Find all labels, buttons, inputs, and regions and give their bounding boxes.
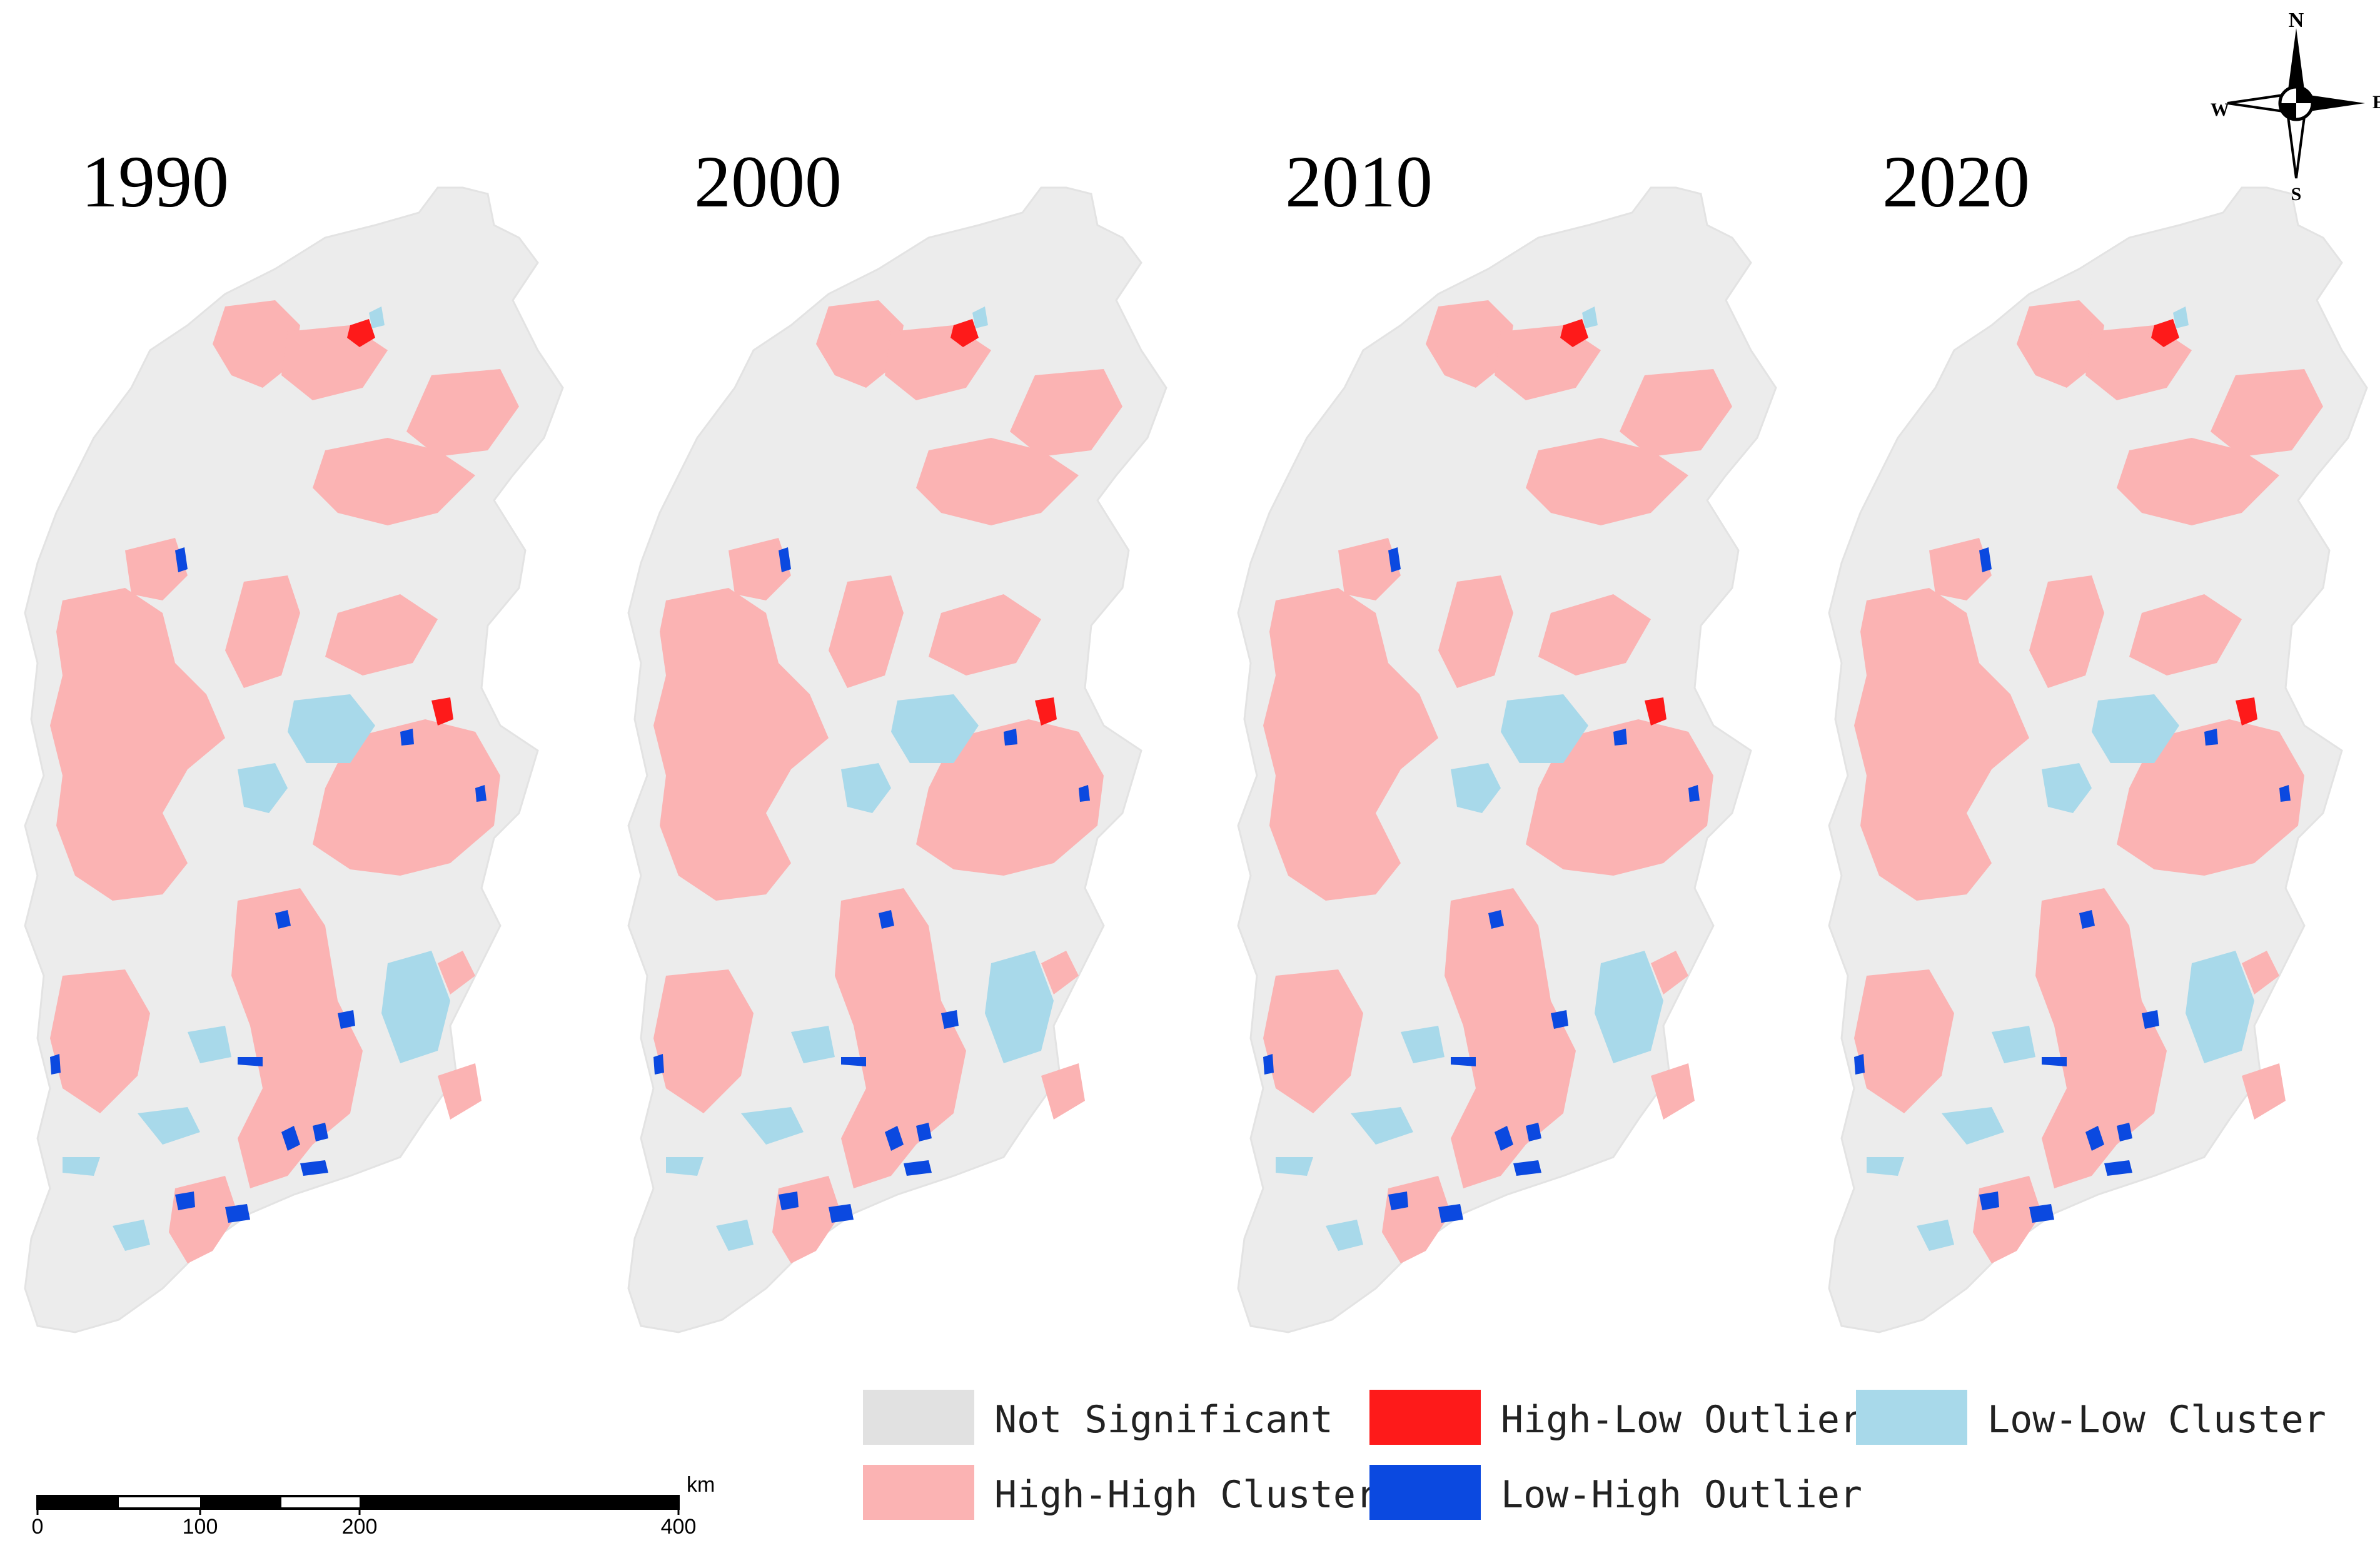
scale-bar: 0 100 200 400 km: [32, 1473, 715, 1539]
legend-item-low-low-cluster: Low-Low Cluster: [1856, 1390, 2326, 1445]
east-label: E: [2372, 92, 2380, 113]
scale-tick-label: 400: [661, 1515, 697, 1539]
legend-item-high-low-outlier: High-Low Outlier: [1369, 1390, 1862, 1445]
south-label: S: [2291, 184, 2302, 205]
legend-item-low-high-outlier: Low-High Outlier: [1369, 1465, 1862, 1520]
map-panel-1990: [24, 186, 564, 1333]
scale-tick-label: 0: [32, 1515, 44, 1539]
scale-unit-label: km: [687, 1473, 715, 1497]
legend: Not Significant High-Low Outlier Low-Low…: [863, 1390, 2326, 1520]
legend-swatch: [1369, 1465, 1481, 1520]
map-panel-2020: [1828, 186, 2368, 1333]
legend-label: Low-High Outlier: [1501, 1473, 1862, 1517]
legend-swatch: [1369, 1390, 1481, 1445]
scale-tick-label: 200: [342, 1515, 378, 1539]
legend-swatch: [863, 1390, 974, 1445]
legend-label: High-High Cluster: [994, 1473, 1378, 1517]
year-label-2010: 2010: [1285, 141, 1433, 223]
west-label: W: [2211, 99, 2229, 120]
legend-label: Not Significant: [994, 1398, 1333, 1442]
year-label-1990: 1990: [81, 141, 229, 223]
legend-label: High-Low Outlier: [1501, 1398, 1862, 1442]
scale-tick-label: 100: [183, 1515, 218, 1539]
legend-item-high-high-cluster: High-High Cluster: [863, 1465, 1378, 1520]
legend-label: Low-Low Cluster: [1987, 1398, 2326, 1442]
legend-swatch: [1856, 1390, 1967, 1445]
north-label: N: [2289, 9, 2304, 32]
map-panel-2000: [627, 186, 1167, 1333]
legend-item-not-significant: Not Significant: [863, 1390, 1333, 1445]
year-label-2020: 2020: [1882, 141, 2030, 223]
map-panel-2010: [1237, 186, 1777, 1333]
legend-swatch: [863, 1465, 974, 1520]
north-arrow-icon: N S E W: [2211, 9, 2380, 205]
year-label-2000: 2000: [694, 141, 842, 223]
